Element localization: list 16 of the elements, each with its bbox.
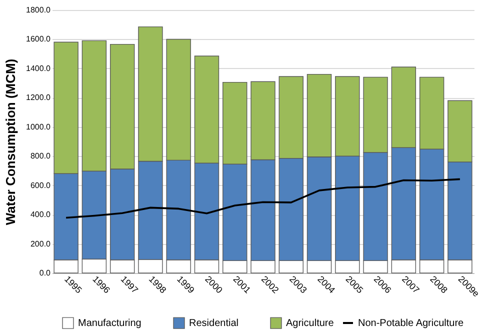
legend-label: Manufacturing	[78, 318, 142, 330]
legend-label: Agriculture	[286, 318, 334, 330]
line-series	[65, 178, 461, 219]
y-axis-title: Water Consumption (MCM)	[3, 58, 18, 226]
legend-label: Residential	[189, 318, 238, 330]
y-tick-label: 600.0	[30, 180, 52, 190]
legend-label: Non-Potable Agriculture	[358, 318, 464, 329]
y-tick-label: 200.0	[30, 239, 52, 248]
y-tick-label: 400.0	[30, 210, 52, 220]
y-tick-label: 1200.0	[26, 93, 52, 102]
y-tick-label: 1600.0	[26, 34, 52, 44]
y-tick-label: 800.0	[30, 152, 52, 161]
y-tick-label: 1800.0	[26, 6, 52, 14]
y-tick-label: 1400.0	[26, 64, 52, 73]
y-tick-label: 0.0	[39, 268, 52, 278]
y-tick-label: 1000.0	[26, 122, 52, 132]
